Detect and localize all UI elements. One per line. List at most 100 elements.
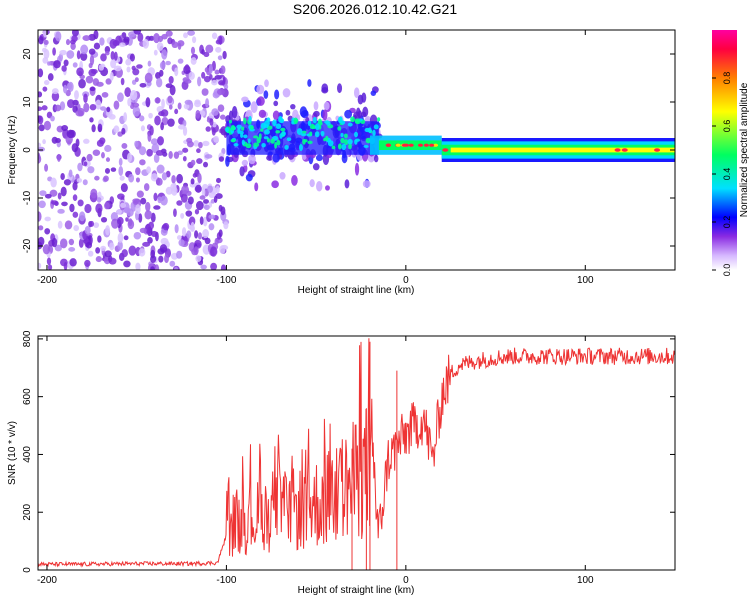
spectrogram-region-transition bbox=[369, 135, 442, 155]
spectrogram-blob bbox=[104, 51, 110, 56]
spectrogram-blob bbox=[183, 32, 188, 39]
spectrogram-blob bbox=[127, 97, 132, 107]
spectrogram-blob bbox=[74, 90, 79, 100]
spectrogram-blob bbox=[182, 119, 187, 127]
spectrogram-blob bbox=[38, 154, 42, 164]
x-tick-label: -200 bbox=[37, 275, 57, 286]
spectrogram-blob bbox=[165, 83, 173, 89]
spectrogram-blob bbox=[219, 245, 226, 254]
spectrogram-blob bbox=[213, 135, 219, 143]
spectrogram-blob bbox=[142, 241, 151, 247]
spectrogram-blob bbox=[293, 117, 298, 125]
spectrogram-blob bbox=[136, 64, 143, 69]
spectrogram-blob bbox=[116, 216, 124, 225]
spectrogram-blob bbox=[145, 201, 151, 212]
spectrogram-blob bbox=[264, 79, 269, 88]
spectrogram-blob bbox=[106, 106, 111, 113]
spectrogram-blob bbox=[176, 173, 183, 184]
spectrogram-blob bbox=[217, 104, 225, 112]
spectrogram-blob bbox=[337, 143, 342, 150]
spectrogram-blob bbox=[241, 159, 249, 167]
spectrogram-blob bbox=[86, 153, 93, 162]
spectrogram-blob bbox=[614, 148, 621, 152]
y-tick-label: 200 bbox=[22, 503, 33, 520]
spectrogram-blob bbox=[109, 71, 114, 81]
spectrogram-blob bbox=[193, 246, 199, 256]
spectrogram-blob bbox=[216, 88, 225, 96]
x-tick-label: 0 bbox=[403, 275, 409, 286]
spectrogram-blob bbox=[154, 264, 160, 270]
spectrogram-blob bbox=[218, 229, 223, 238]
spectrogram-blob bbox=[343, 133, 348, 139]
spectrogram-blob bbox=[300, 133, 307, 137]
spectrogram-blob bbox=[72, 62, 78, 68]
spectrogram-blob bbox=[218, 156, 225, 162]
spectrogram-blob bbox=[188, 71, 195, 80]
spectrogram-blob bbox=[228, 119, 233, 124]
spectrogram-blob bbox=[72, 181, 78, 191]
spectrogram-blob bbox=[423, 143, 429, 147]
spectrogram-blob bbox=[64, 220, 73, 230]
spectrogram-blob bbox=[59, 49, 67, 56]
spectrogram-blob bbox=[266, 155, 274, 161]
spectrogram-blob bbox=[91, 124, 96, 133]
spectrogram-blob bbox=[209, 118, 214, 126]
spectrogram-blob bbox=[201, 187, 206, 198]
spectrogram-blob bbox=[89, 55, 95, 66]
spectrogram-blob bbox=[38, 36, 44, 45]
spectrogram-blob bbox=[164, 254, 169, 264]
spectrogram-blob bbox=[177, 124, 186, 130]
spectrogram-y-label: Frequency (Hz) bbox=[7, 116, 18, 185]
spectrogram-blob bbox=[280, 127, 286, 132]
spectrogram-blob bbox=[275, 130, 280, 134]
spectrogram-blob bbox=[341, 153, 348, 164]
spectrogram-blob bbox=[57, 192, 62, 200]
spectrogram-blob bbox=[258, 133, 262, 140]
spectrogram-blob bbox=[55, 31, 62, 42]
spectrogram-blob bbox=[80, 52, 88, 61]
spectrogram-blob bbox=[83, 93, 88, 104]
spectrogram-blob bbox=[193, 140, 199, 147]
spectrogram-blob bbox=[654, 148, 661, 152]
spectrogram-blob bbox=[109, 38, 117, 49]
spectrogram-blob bbox=[98, 64, 105, 71]
spectrogram-blob bbox=[301, 130, 307, 134]
spectrogram-blob bbox=[43, 79, 50, 86]
spectrogram-blob bbox=[230, 124, 236, 131]
spectrogram-blob bbox=[113, 51, 118, 61]
spectrogram-blob bbox=[100, 245, 107, 251]
spectrogram-blob bbox=[220, 65, 226, 75]
spectrogram-blob bbox=[218, 204, 223, 212]
spectrogram-blob bbox=[203, 161, 209, 168]
spectrogram-blob bbox=[320, 130, 325, 137]
spectrogram-blob bbox=[128, 31, 136, 38]
spectrogram-blob bbox=[218, 80, 226, 86]
spectrogram-blob bbox=[66, 50, 75, 59]
spectrogram-blob bbox=[199, 195, 206, 200]
spectrogram-blob bbox=[96, 197, 102, 203]
spectrogram-blob bbox=[357, 110, 362, 119]
spectrogram-blob bbox=[243, 134, 248, 139]
spectrogram-blob bbox=[201, 88, 209, 96]
spectrogram-blob bbox=[185, 79, 192, 84]
spectrogram-blob bbox=[63, 84, 68, 94]
spectrogram-blob bbox=[144, 72, 153, 83]
spectrogram-blob bbox=[182, 147, 189, 153]
spectrogram-blob bbox=[154, 97, 161, 104]
spectrogram-blob bbox=[197, 76, 202, 87]
spectrogram-blob bbox=[266, 117, 271, 123]
spectrogram-blob bbox=[194, 208, 200, 215]
spectrogram-blob bbox=[323, 101, 330, 111]
spectrogram-blob bbox=[158, 111, 165, 117]
spectrogram-blob bbox=[60, 258, 68, 267]
spectrogram-blob bbox=[233, 142, 239, 147]
x-tick-label: 100 bbox=[577, 575, 594, 586]
spectrogram-blob bbox=[171, 174, 176, 184]
spectrogram-blob bbox=[110, 59, 117, 69]
spectrogram-blob bbox=[123, 260, 131, 268]
spectrogram-blob bbox=[274, 142, 278, 149]
spectrogram-blob bbox=[88, 62, 93, 69]
spectrogram-blob bbox=[84, 225, 91, 235]
spectrogram-blob bbox=[174, 67, 179, 77]
spectrogram-blob bbox=[132, 198, 141, 204]
